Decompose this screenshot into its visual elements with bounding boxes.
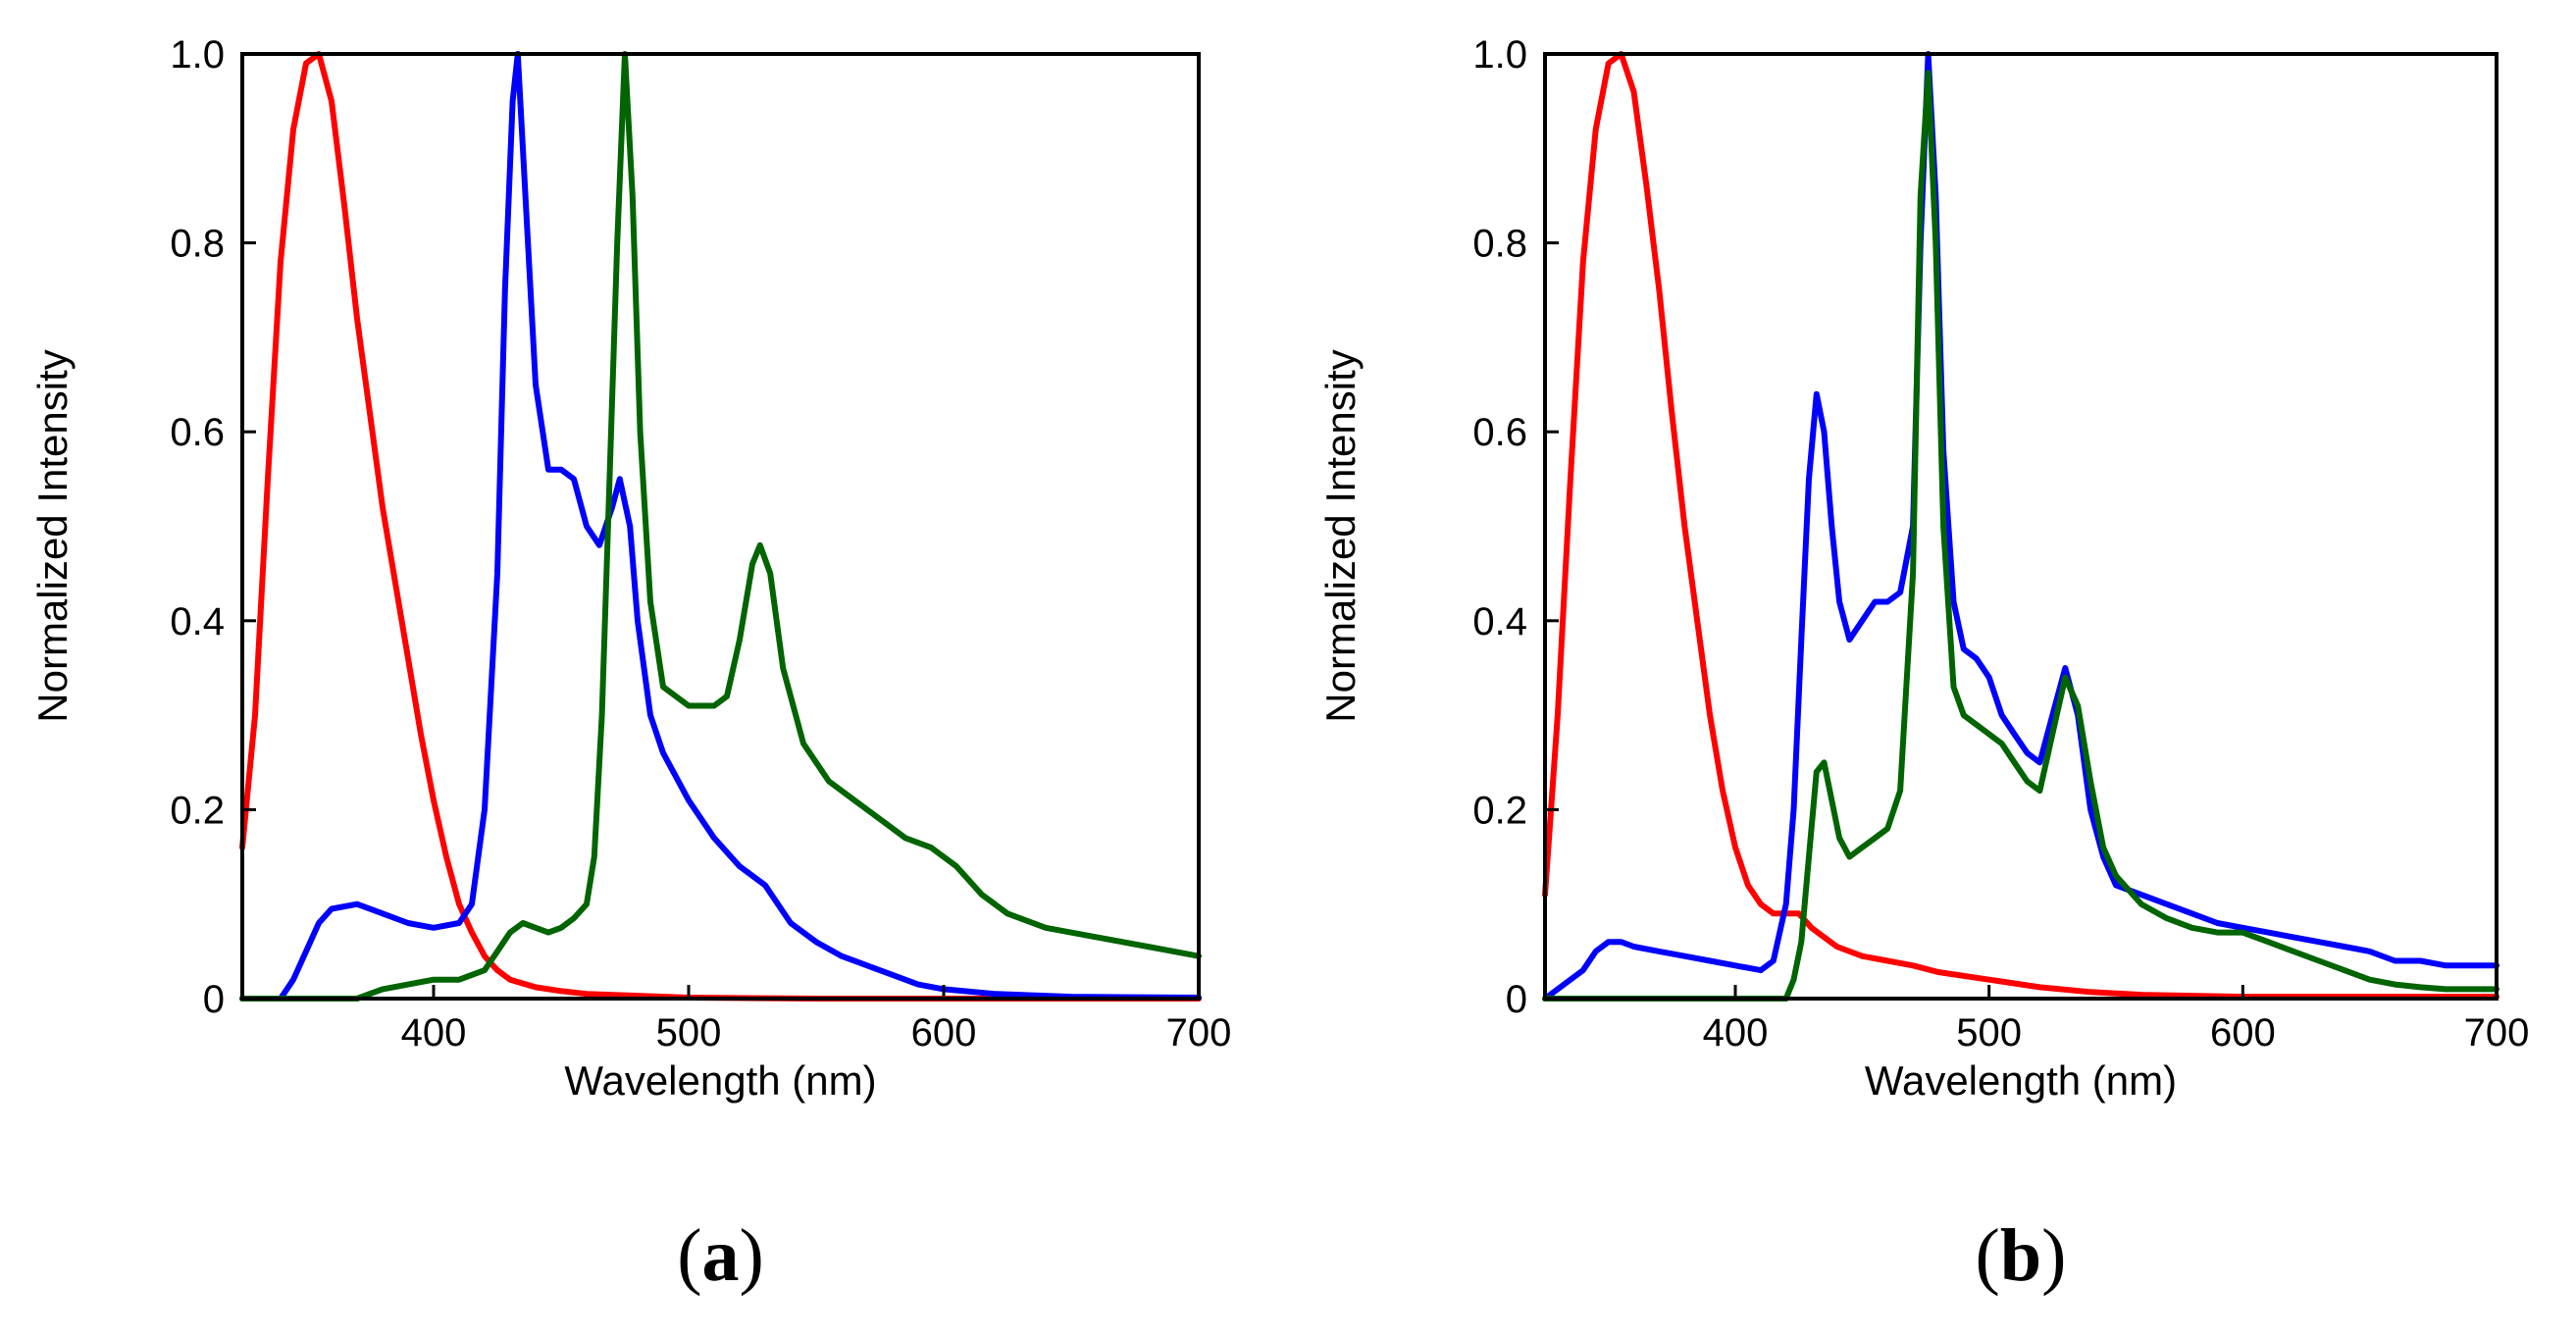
series-line-blue	[1542, 51, 2499, 1002]
panel-label-open-paren: (	[1976, 1214, 2000, 1297]
x-tick-label: 400	[1703, 1011, 1769, 1055]
y-tick-label: 0.6	[170, 411, 225, 454]
y-tick-label: 0	[203, 978, 225, 1021]
panel-label-close-paren: )	[740, 1214, 764, 1297]
series-line-red	[1542, 51, 2499, 1001]
panel-label: (a)	[677, 1214, 764, 1297]
x-ticks: 400 500 600 700	[401, 985, 1232, 1055]
y-ticks: 0 0.2 0.4 0.6 0.8 1.0	[170, 33, 256, 1021]
chart-panel-a: 400 500 600 700 0 0.2 0.4 0.6 0.8 1.0 Wavelength…	[29, 33, 1232, 1297]
panel-label-letter: b	[2000, 1214, 2041, 1297]
y-tick-label: 0.6	[1472, 411, 1527, 454]
x-tick-label: 600	[2210, 1011, 2276, 1055]
y-axis-label: Normalized Intensity	[1317, 349, 1364, 722]
y-tick-label: 0	[1506, 978, 1527, 1021]
x-tick-label: 700	[1166, 1011, 1232, 1055]
y-axis-label: Normalized Intensity	[29, 349, 76, 722]
chart-panel-b: 400 500 600 700 0 0.2 0.4 0.6 0.8 1.0 Wavelength…	[1317, 33, 2530, 1297]
series-line-green	[1542, 70, 2499, 1002]
y-tick-label: 0.4	[170, 600, 225, 643]
panel-label-open-paren: (	[677, 1214, 701, 1297]
y-tick-label: 0.2	[170, 789, 225, 832]
y-tick-label: 0.4	[1472, 600, 1527, 643]
x-ticks: 400 500 600 700	[1703, 985, 2530, 1055]
y-tick-label: 0.2	[1472, 789, 1527, 832]
x-axis-label: Wavelength (nm)	[564, 1057, 876, 1104]
x-axis-label: Wavelength (nm)	[1865, 1057, 2177, 1104]
panel-label-close-paren: )	[2041, 1214, 2066, 1297]
x-tick-label: 600	[911, 1011, 977, 1055]
y-tick-label: 1.0	[1472, 33, 1527, 77]
y-tick-label: 0.8	[170, 223, 225, 266]
series-line-green	[239, 51, 1202, 1002]
x-tick-label: 400	[401, 1011, 467, 1055]
x-tick-label: 500	[656, 1011, 722, 1055]
series-line-blue	[239, 51, 1202, 1002]
plot-frame	[240, 52, 1201, 1001]
panel-label: (b)	[1976, 1214, 2067, 1297]
x-tick-label: 700	[2464, 1011, 2530, 1055]
series-line-red	[239, 51, 1202, 1002]
y-ticks: 0 0.2 0.4 0.6 0.8 1.0	[1472, 33, 1559, 1021]
x-tick-label: 500	[1956, 1011, 2022, 1055]
y-tick-label: 0.8	[1472, 223, 1527, 266]
series-layer	[1542, 51, 2499, 1002]
y-tick-label: 1.0	[170, 33, 225, 77]
series-layer	[239, 51, 1202, 1002]
panel-label-letter: a	[702, 1214, 740, 1297]
plot-frame	[1543, 52, 2499, 1001]
